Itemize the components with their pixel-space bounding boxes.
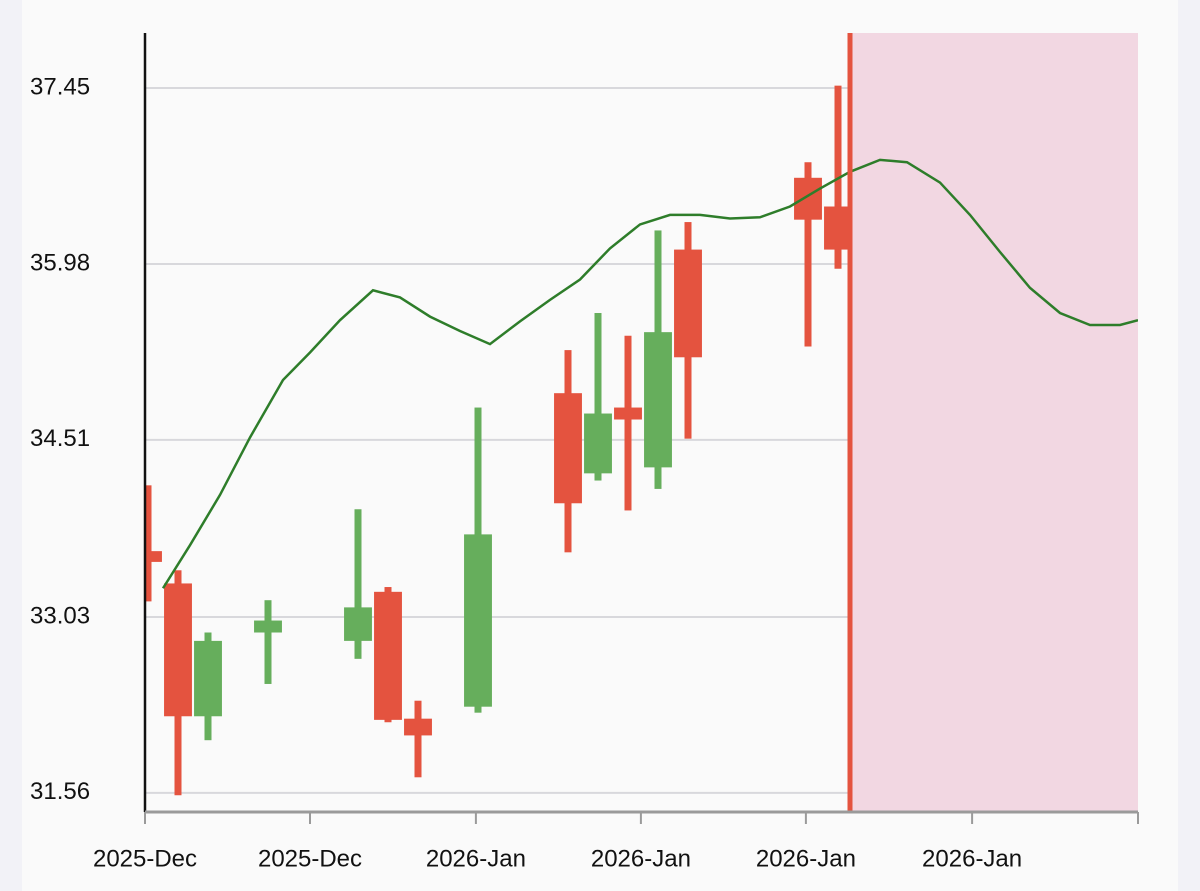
forecast-region: [850, 33, 1138, 812]
candle-body: [404, 718, 432, 736]
candle-body: [824, 206, 852, 250]
candle-body: [344, 607, 372, 641]
x-tick-label: 2025-Dec: [93, 845, 197, 872]
plot-front: 31.56 33.03 34.51 35.98 37.45 2025-Dec 2025-De…: [30, 33, 1139, 872]
y-tick-label: 31.56: [30, 778, 90, 805]
y-tick-label: 33.03: [30, 602, 90, 629]
candle-body: [554, 393, 582, 504]
x-tick-label: 2025-Dec: [258, 845, 362, 872]
candle-wick: [804, 162, 812, 347]
y-tick-label: 35.98: [30, 249, 90, 276]
candle-body: [614, 407, 642, 420]
candle-body: [194, 640, 222, 717]
candle-body: [794, 177, 822, 220]
candle-body: [164, 583, 192, 717]
candle-body: [254, 620, 282, 633]
candle-wick: [594, 313, 602, 481]
x-tick-label: 2026-Jan: [426, 845, 526, 872]
plot-area: [145, 33, 1138, 812]
x-tick-label: 2026-Jan: [756, 845, 856, 872]
candle-wick: [414, 700, 422, 778]
candle-body: [145, 551, 162, 562]
candle-body: [464, 534, 492, 707]
candle-wick: [264, 600, 272, 684]
x-tick-label: 2026-Jan: [591, 845, 691, 872]
y-tick-label: 37.45: [30, 73, 90, 100]
candle-wick: [145, 485, 152, 602]
candle-body: [374, 591, 402, 720]
trend-line: [161, 158, 1138, 589]
candle-body: [584, 413, 612, 474]
candle-body: [674, 249, 702, 358]
y-tick-label: 34.51: [30, 425, 90, 452]
candle-wick: [354, 509, 362, 659]
candle-wick: [624, 335, 632, 511]
x-tick-label: 2026-Jan: [922, 845, 1022, 872]
candle-body: [644, 332, 672, 468]
